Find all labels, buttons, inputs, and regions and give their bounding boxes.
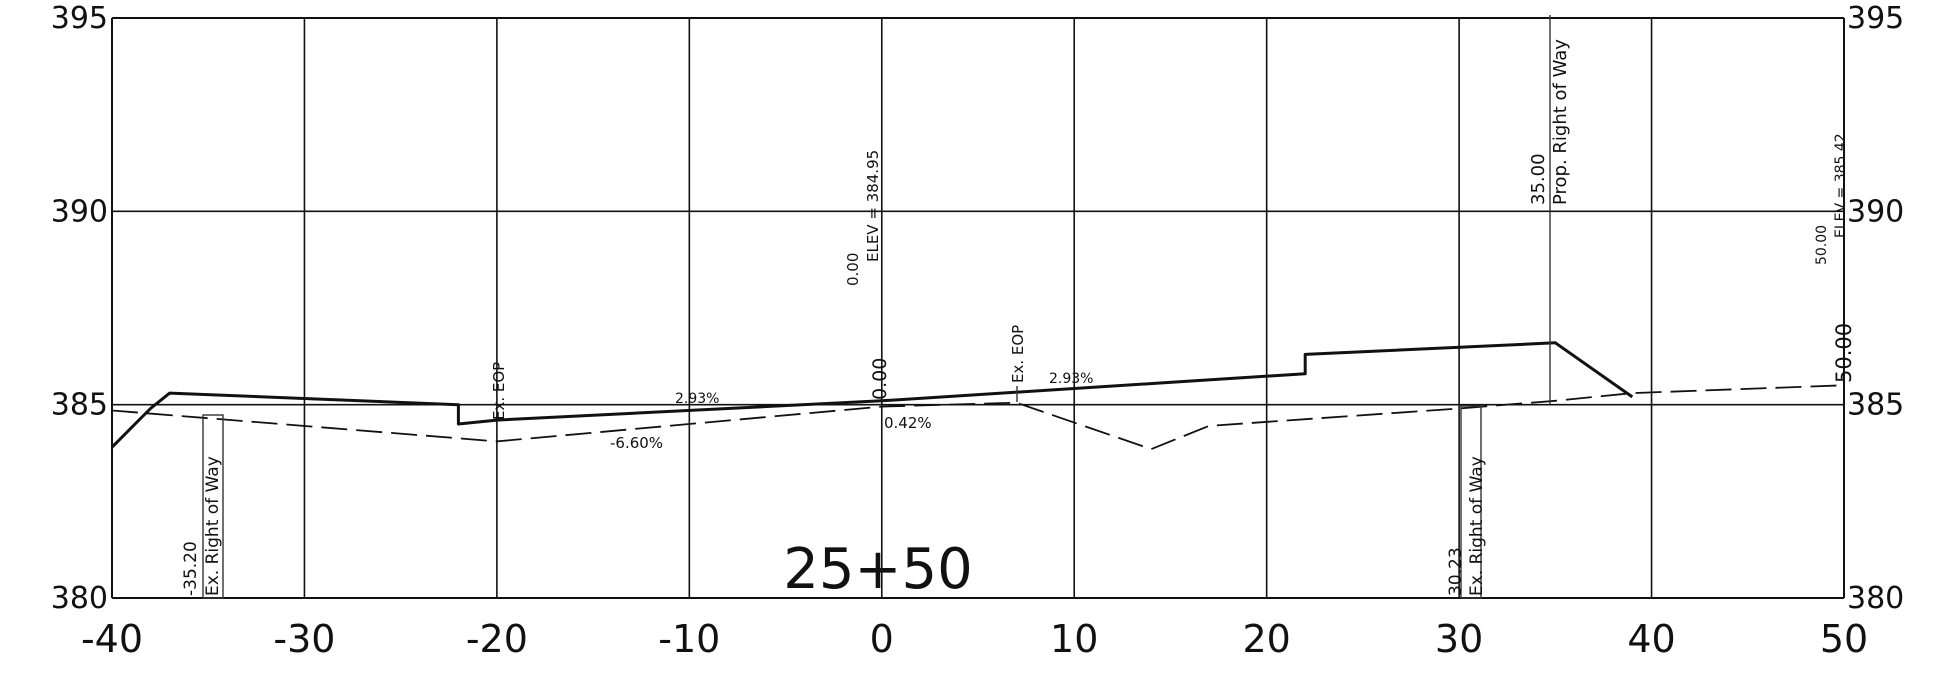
prop-row-offset: 35.00 [1528,153,1549,205]
centerline-elev: ELEV = 384.95 [864,150,882,262]
slope-prop-left: 2.93% [675,391,719,407]
ex-row-left-offset: -35.20 [181,541,201,596]
ex-right-of-way-left-marker: -35.20 Ex. Right of Way [181,414,224,599]
ex-row-right-box [1460,405,1482,599]
x-tick-label: 0 [870,617,894,661]
y-axis-ticks-left: 395 390 385 380 [51,1,108,616]
y-tick-label-right: 385 [1847,388,1904,423]
y-tick-label-left: 395 [51,1,108,36]
x-tick-label: 50 [1820,617,1868,661]
x-tick-label: -30 [273,617,335,661]
x-tick-label: 40 [1627,617,1675,661]
ex-row-right-label: Ex. Right of Way [1467,456,1487,596]
grid [111,17,1845,599]
y-tick-label-left: 385 [51,388,108,423]
ex-eop-right-label: Ex. EOP [1009,325,1027,383]
profiles [110,341,1845,451]
ex-right-of-way-right-marker: 30.23 Ex. Right of Way [1446,405,1487,599]
y-tick-label-left: 390 [51,194,108,229]
centerline-top-label: 0.00 [869,358,891,400]
ex-row-right-offset: 30.23 [1446,547,1466,596]
ex-row-left-box [202,414,224,599]
y-tick-label-right: 395 [1847,1,1904,36]
prop-row-label: Prop. Right of Way [1550,39,1571,205]
y-tick-label-right: 390 [1847,194,1904,229]
y-tick-label-left: 380 [51,581,108,616]
station-label: 25+50 [783,537,972,602]
ex-eop-left-label: Ex. EOP [490,362,508,420]
proposed-profile-line [110,341,1634,449]
edge-right-elev: ELEV = 385.42 [1833,133,1849,238]
x-tick-label: 10 [1050,617,1098,661]
y-axis-ticks-right: 395 390 385 380 [1847,1,1904,616]
x-tick-label: 20 [1242,617,1290,661]
x-tick-label: -40 [81,617,143,661]
ex-eop-right-marker: Ex. EOP [1009,325,1027,402]
slope-ex-left: -6.60% [610,434,663,452]
x-tick-label: 30 [1435,617,1483,661]
slope-ex-right: 0.42% [884,414,932,432]
ex-eop-left-marker: Ex. EOP [490,362,508,420]
existing-ground-line [111,384,1845,451]
ex-row-left-label: Ex. Right of Way [203,456,223,596]
x-axis-ticks: -40 -30 -20 -10 0 10 20 30 40 50 [81,617,1868,661]
x-tick-label: -20 [466,617,528,661]
centerline-offset: 0.00 [844,253,862,286]
prop-right-of-way-marker: 35.00 Prop. Right of Way [1528,15,1571,404]
x-tick-label: -10 [658,617,720,661]
edge-right-annotation: 50.00 ELEV = 385.42 50.00 [1814,133,1856,383]
y-tick-label-right: 380 [1847,581,1904,616]
slope-prop-right: 2.93% [1049,371,1093,387]
edge-right-top-label: 50.00 [1832,323,1856,383]
centerline-annotation: 0.00 ELEV = 384.95 0.00 [844,150,891,400]
edge-right-offset: 50.00 [1814,225,1830,265]
